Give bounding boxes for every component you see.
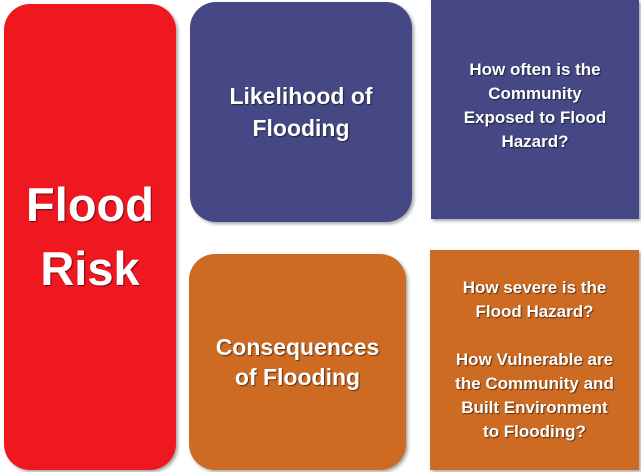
flood-risk-box: Flood Risk bbox=[4, 4, 176, 470]
likelihood-question-text: How often is the Community Exposed to Fl… bbox=[463, 60, 607, 151]
likelihood-box: Likelihood of Flooding bbox=[190, 2, 412, 222]
severity-question-text: How severe is the Flood Hazard? bbox=[462, 278, 607, 321]
consequences-box: Consequences of Flooding bbox=[189, 254, 406, 470]
likelihood-question-box: How often is the Community Exposed to Fl… bbox=[431, 0, 639, 219]
consequences-label: Consequences of Flooding bbox=[215, 334, 380, 390]
likelihood-label: Likelihood of Flooding bbox=[229, 83, 373, 141]
flood-risk-label: Flood Risk bbox=[26, 178, 154, 295]
consequences-question-box: How severe is the Flood Hazard? How Vuln… bbox=[430, 250, 639, 470]
vulnerability-question-text: How Vulnerable are the Community and Bui… bbox=[455, 350, 614, 441]
